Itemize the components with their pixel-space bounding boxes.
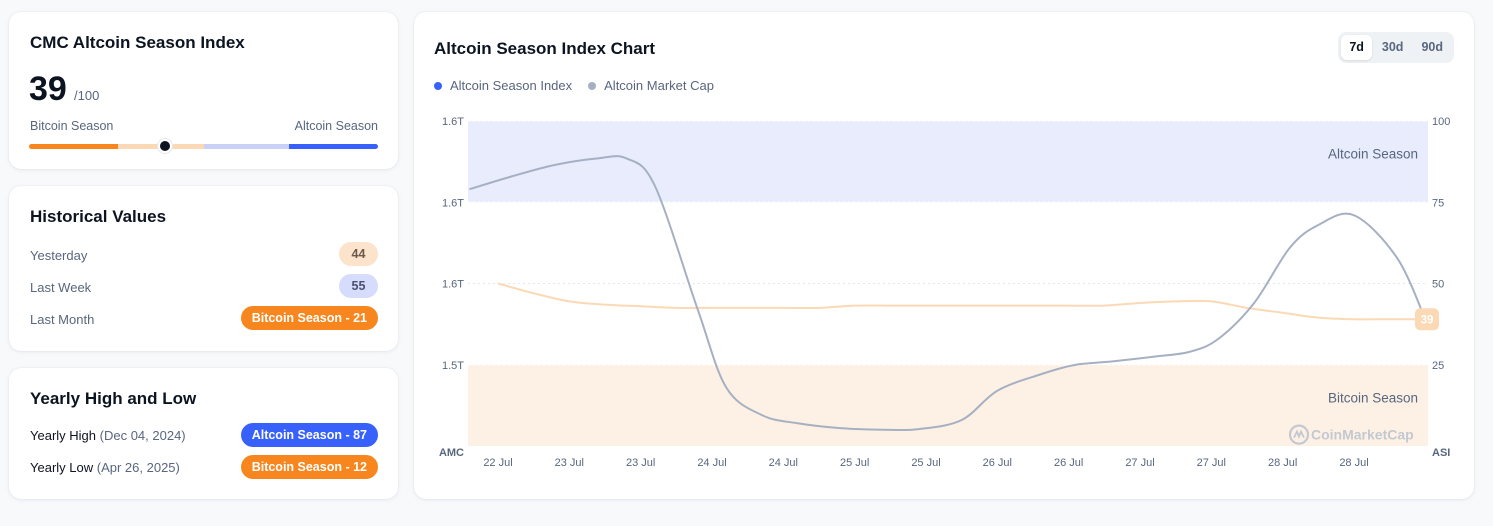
x-axis-tick: 26 Jul [1054, 457, 1083, 469]
series-line-altcoin-market-cap [469, 155, 1427, 432]
legend-item-altcoin-market-cap[interactable]: Altcoin Market Cap [588, 78, 714, 93]
yearly-card-title: Yearly High and Low [30, 389, 197, 408]
gauge-segment [204, 144, 289, 149]
coinmarketcap-logo-icon [1288, 424, 1310, 445]
right-axis-tick: 50 [1432, 279, 1444, 291]
altcoin-season-zone-label: Altcoin Season [1328, 147, 1418, 162]
watermark-text: CoinMarketCap [1311, 427, 1414, 443]
yearly-high-value: Altcoin Season - 87 [240, 423, 378, 447]
x-axis-tick: 24 Jul [697, 457, 726, 469]
bitcoin-season-zone [468, 364, 1428, 446]
time-range-tabs: 7d 30d 90d [1338, 32, 1454, 63]
index-max: /100 [74, 88, 100, 103]
yearly-low-value: Bitcoin Season - 12 [240, 455, 378, 479]
altcoin-chart-card: Altcoin Season Index Chart 7d 30d 90d Al… [414, 12, 1474, 499]
legend-label: Altcoin Season Index [450, 78, 573, 93]
history-row-label: Last Month [30, 312, 95, 327]
tab-90d[interactable]: 90d [1421, 40, 1443, 54]
right-axis-tick: 75 [1432, 197, 1444, 209]
series-line-altcoin-season-index [497, 282, 1426, 321]
x-axis-tick: 27 Jul [1125, 457, 1154, 469]
legend-item-altcoin-season-index[interactable]: Altcoin Season Index [434, 78, 572, 93]
right-axis-title: ASI [1432, 447, 1450, 459]
x-axis-tick: 25 Jul [911, 457, 940, 469]
yearly-high-low-card: Yearly High and Low Yearly High (Dec 04,… [9, 368, 398, 499]
yearly-high-date: (Dec 04, 2024) [99, 428, 186, 443]
legend-label: Altcoin Market Cap [604, 78, 714, 93]
yearly-low-date: (Apr 26, 2025) [96, 460, 180, 475]
history-row-label: Yesterday [30, 248, 88, 263]
x-axis-tick: 27 Jul [1197, 457, 1226, 469]
x-axis-tick: 22 Jul [483, 457, 512, 469]
left-axis-title: AMC [439, 447, 464, 459]
index-value: 39 [29, 70, 67, 108]
x-axis-tick: 28 Jul [1339, 457, 1368, 469]
history-row-value: 55 [339, 274, 378, 298]
left-axis-tick: 1.6T [442, 197, 464, 209]
left-axis-tick: 1.6T [442, 279, 464, 291]
x-axis-tick: 25 Jul [840, 457, 869, 469]
gauge-segment [29, 144, 118, 149]
legend-dot-icon [434, 81, 442, 90]
bitcoin-season-zone-label: Bitcoin Season [1328, 390, 1418, 405]
historical-values-card: Historical Values Yesterday 44 Last Week… [9, 186, 398, 351]
x-axis-tick: 28 Jul [1268, 457, 1297, 469]
chart-title: Altcoin Season Index Chart [434, 39, 656, 58]
altcoin-index-card: CMC Altcoin Season Index 39 /100 Bitcoin… [9, 12, 398, 169]
tab-7d[interactable]: 7d [1341, 35, 1372, 60]
history-row-value: Bitcoin Season - 21 [240, 306, 378, 330]
gauge-altcoin-season-label: Altcoin Season [294, 119, 378, 133]
altcoin-season-zone [468, 121, 1428, 203]
x-axis-tick: 23 Jul [626, 457, 655, 469]
yearly-row-label: Yearly Low (Apr 26, 2025) [30, 460, 180, 475]
left-axis-tick: 1.5T [442, 360, 464, 372]
x-axis-tick: 23 Jul [555, 457, 584, 469]
right-axis-tick: 100 [1432, 116, 1450, 128]
index-gauge-track [29, 144, 378, 149]
x-axis-tick: 26 Jul [983, 457, 1012, 469]
x-axis-tick: 24 Jul [769, 457, 798, 469]
yearly-low-label: Yearly Low [30, 460, 94, 475]
legend-dot-icon [588, 81, 597, 90]
chart-plot[interactable]: Altcoin Season Bitcoin Season CoinMarketCa… [414, 12, 1474, 499]
index-card-title: CMC Altcoin Season Index [30, 33, 245, 52]
yearly-high-label: Yearly High [30, 428, 97, 443]
left-axis-tick: 1.6T [442, 116, 464, 128]
gauge-segment [289, 144, 378, 149]
history-card-title: Historical Values [30, 207, 167, 226]
gauge-knob [158, 139, 173, 153]
current-value-badge [1415, 308, 1439, 331]
history-row-label: Last Week [30, 280, 92, 295]
current-value-label: 39 [1421, 314, 1434, 326]
tab-30d[interactable]: 30d [1381, 40, 1404, 54]
history-row-value: 44 [339, 242, 378, 266]
chart-legend: Altcoin Season Index Altcoin Market Cap [434, 78, 714, 93]
yearly-row-label: Yearly High (Dec 04, 2024) [30, 428, 186, 443]
right-axis-tick: 25 [1432, 360, 1444, 372]
gauge-bitcoin-season-label: Bitcoin Season [30, 119, 114, 133]
